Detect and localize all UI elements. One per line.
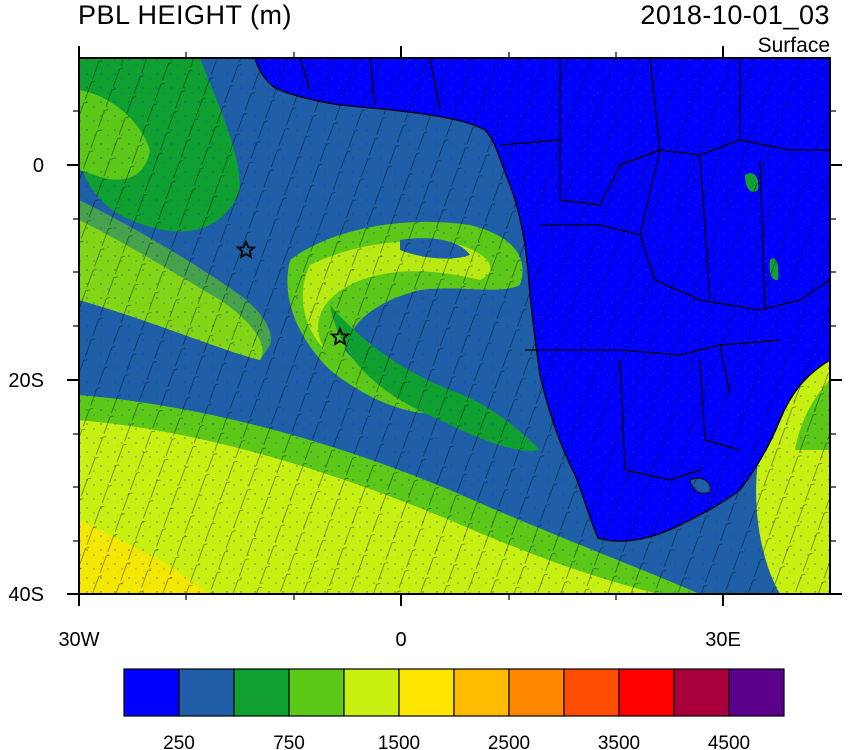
colorbar-label: 750	[273, 733, 305, 750]
colorbar-swatch	[123, 668, 180, 717]
lon-label-0: 0	[395, 629, 406, 651]
axis-ticks	[67, 46, 842, 606]
colorbar-swatch	[673, 668, 730, 717]
colorbar-swatch	[508, 668, 565, 717]
colorbar-swatch	[618, 668, 675, 717]
lat-label-40s: 40S	[8, 584, 44, 606]
level-label: Surface	[757, 34, 830, 57]
colorbar-swatch	[233, 668, 290, 717]
lon-label-30e: 30E	[705, 629, 741, 651]
plot-title: PBL HEIGHT (m)	[78, 0, 293, 30]
lat-label-20s: 20S	[8, 370, 44, 392]
colorbar-swatch	[288, 668, 345, 717]
colorbar-label: 1500	[378, 733, 420, 750]
colorbar-swatch	[563, 668, 620, 717]
colorbar-swatch	[178, 668, 235, 717]
colorbar-label: 2500	[488, 733, 530, 750]
colorbar-swatch	[453, 668, 510, 717]
star-marker-1	[235, 239, 257, 259]
colorbar-swatch	[728, 668, 785, 717]
lon-label-30w: 30W	[58, 629, 99, 651]
colorbar-label: 3500	[598, 733, 640, 750]
colorbar-swatch	[398, 668, 455, 717]
colorbar-labels: 250 750 1500 2500 3500 4500	[163, 733, 750, 750]
datetime-label: 2018-10-01_03	[640, 0, 830, 30]
pbl-field	[79, 58, 830, 594]
star-marker-2	[329, 326, 351, 346]
colorbar	[123, 668, 785, 717]
lat-label-0: 0	[33, 155, 44, 177]
colorbar-label: 250	[163, 733, 195, 750]
colorbar-label: 4500	[708, 733, 750, 750]
colorbar-swatch	[343, 668, 400, 717]
